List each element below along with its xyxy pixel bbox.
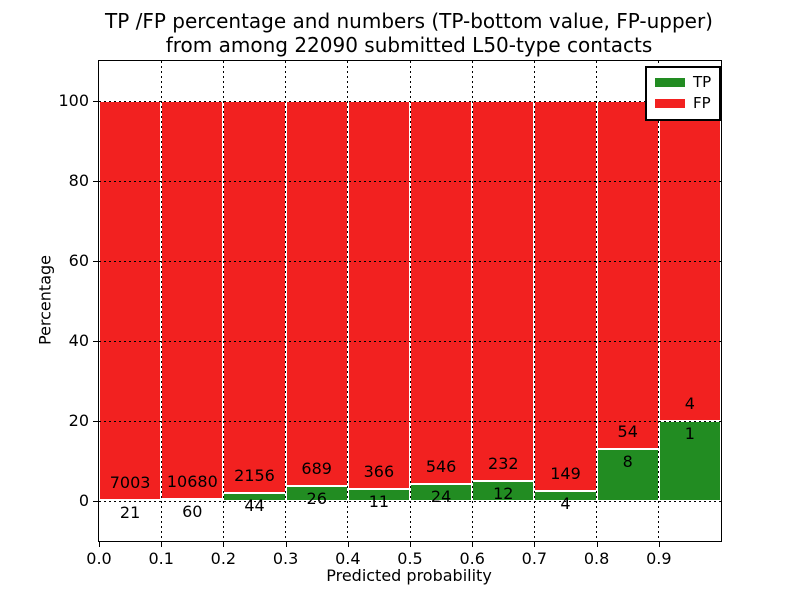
y-tick <box>93 501 98 502</box>
x-tick-label: 0.2 <box>210 549 237 568</box>
tp-count-label: 4 <box>560 493 571 513</box>
y-gridline <box>99 100 721 102</box>
x-axis-label: Predicted probability <box>326 566 492 585</box>
tp-count-label: 1 <box>684 424 695 443</box>
x-tick-label: 0.8 <box>583 549 610 568</box>
fp-swatch-icon <box>655 99 685 108</box>
tp-bar <box>410 484 473 501</box>
tp-count-label: 26 <box>306 489 327 509</box>
plot-area: 7003 21 10680 60 2156 44 689 26 366 11 546 24 232 12 1… <box>58 60 722 568</box>
x-gridline <box>160 61 162 541</box>
x-tick <box>658 542 660 547</box>
tp-count-label: 12 <box>493 484 514 504</box>
chart-title-line2: from among 22090 submitted L50-type cont… <box>165 33 653 57</box>
y-gridline <box>99 180 721 182</box>
fp-bar <box>347 101 410 490</box>
fp-count-label: 4 <box>684 394 695 413</box>
fp-count-label: 7003 <box>109 472 151 492</box>
x-tick <box>223 542 225 547</box>
legend-entry-fp: FP <box>655 93 711 114</box>
fp-count-label: 689 <box>301 459 332 479</box>
fp-bar <box>285 101 348 487</box>
fp-bar <box>596 101 659 450</box>
fp-count-label: 546 <box>425 457 457 477</box>
y-tick <box>93 181 98 182</box>
x-gridline <box>471 61 473 541</box>
legend-label-fp: FP <box>693 94 711 112</box>
tp-bar <box>347 489 410 501</box>
fp-count-label: 149 <box>550 463 581 483</box>
x-tick-label: 0.1 <box>148 549 174 568</box>
legend-entry-tp: TP <box>655 72 711 93</box>
x-tick-label: 0.5 <box>397 549 423 568</box>
x-gridline <box>596 61 598 541</box>
fp-count-label: 232 <box>488 454 519 474</box>
fp-bar <box>99 101 162 500</box>
y-tick <box>93 101 98 102</box>
fp-bar <box>223 101 286 493</box>
y-gridline <box>99 420 721 422</box>
y-gridline <box>99 340 721 342</box>
tp-bar <box>596 449 659 501</box>
x-tick <box>161 542 163 547</box>
legend: TP FP <box>645 66 722 121</box>
fp-bar <box>472 101 535 482</box>
fp-bar <box>534 101 597 491</box>
x-tick-label: 0.7 <box>521 549 548 568</box>
fp-bar <box>161 101 224 499</box>
tp-count-label: 24 <box>430 487 452 507</box>
tp-bar <box>472 481 535 501</box>
y-gridline <box>99 260 721 262</box>
x-tick <box>347 542 349 547</box>
tp-count-label: 11 <box>368 492 390 512</box>
tp-bar <box>161 498 224 501</box>
tp-count-label: 60 <box>182 501 203 521</box>
x-tick <box>596 542 598 547</box>
tp-count-label: 21 <box>119 502 141 522</box>
tp-count-label: 44 <box>244 496 265 515</box>
chart-title: TP /FP percentage and numbers (TP-bottom… <box>98 9 720 57</box>
x-tick-label: 0.9 <box>646 549 672 568</box>
chart-title-line1: TP /FP percentage and numbers (TP-bottom… <box>105 9 713 33</box>
tp-swatch-icon <box>655 78 685 87</box>
x-gridline <box>533 61 535 541</box>
y-tick-label: 60 <box>68 251 89 270</box>
legend-label-tp: TP <box>693 73 712 91</box>
x-tick-label: 0.3 <box>272 549 299 568</box>
x-gridline <box>347 61 349 541</box>
x-tick-label: 0.4 <box>335 549 361 568</box>
fp-count-label: 54 <box>617 422 638 442</box>
x-tick <box>410 542 411 547</box>
x-tick <box>285 542 287 547</box>
x-gridline <box>658 61 660 541</box>
tp-bar <box>534 490 597 501</box>
fp-bar <box>410 101 473 485</box>
tp-count-label: 8 <box>622 452 633 472</box>
fp-count-label: 2156 <box>234 466 275 485</box>
x-tick <box>99 542 100 547</box>
y-tick-label: 0 <box>78 491 89 510</box>
fp-count-label: 10680 <box>166 471 218 491</box>
fp-count-label: 366 <box>363 462 395 482</box>
y-tick-label: 40 <box>68 331 89 350</box>
x-tick-label: 0.6 <box>459 549 485 568</box>
y-tick <box>93 261 98 262</box>
y-tick <box>93 421 98 422</box>
y-tick-label: 80 <box>68 171 89 190</box>
y-tick-label: 100 <box>58 91 89 110</box>
x-tick <box>472 542 474 547</box>
y-tick-label: 20 <box>68 411 89 430</box>
x-tick <box>534 542 536 547</box>
x-gridline <box>409 61 411 541</box>
x-tick-label: 0.0 <box>86 549 112 568</box>
tp-bar <box>658 421 721 501</box>
y-tick <box>93 341 98 342</box>
y-gridline <box>99 500 721 502</box>
x-gridline <box>222 61 224 541</box>
x-gridline <box>285 61 287 541</box>
